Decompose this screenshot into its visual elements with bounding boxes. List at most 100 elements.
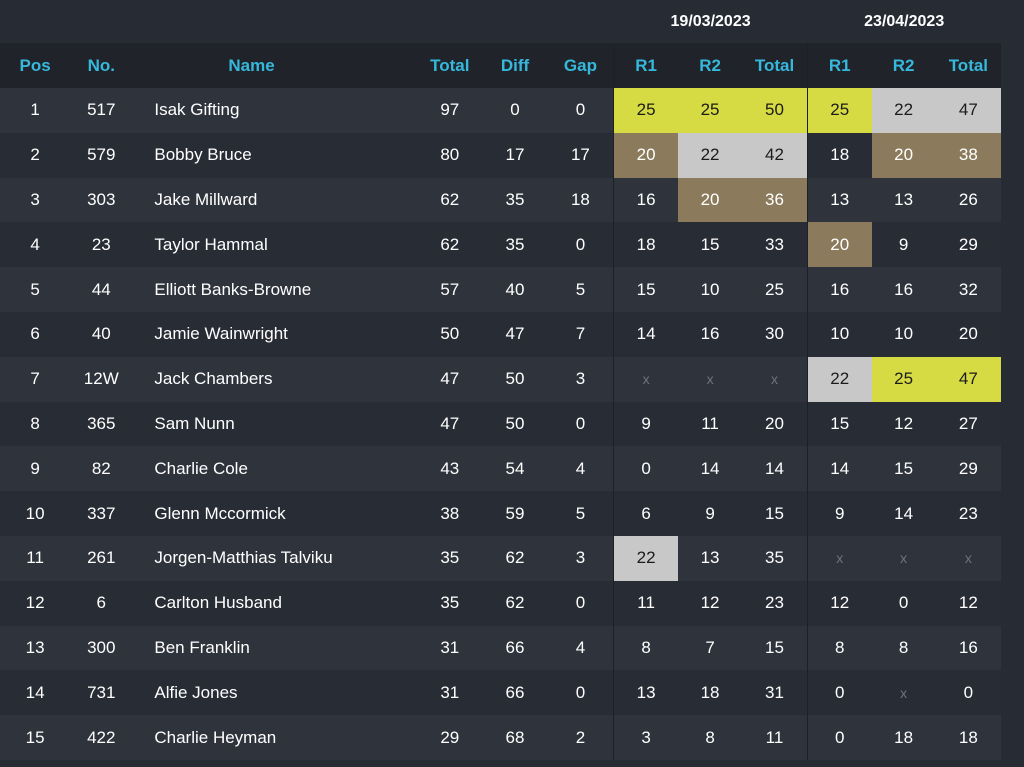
cell-rider-name[interactable]: Jake Millward (132, 177, 418, 223)
cell-rider-name[interactable]: Bobby Bruce (132, 132, 418, 178)
cell-rider-name[interactable]: Jack Chambers (132, 356, 418, 402)
cell-pos: 5 (0, 267, 71, 312)
cell-event2-r2: 16 (871, 267, 936, 312)
table-row[interactable]: 1 517 Isak Gifting 97 0 0 25 25 50 25 22 47 (0, 88, 1001, 133)
cell-event2-r1: 10 (806, 311, 872, 357)
cell-gap: 0 (547, 580, 614, 626)
cell-event1-total: 33 (742, 222, 808, 268)
col-header-diff[interactable]: Diff (482, 43, 548, 88)
event-date-1: 19/03/2023 (613, 0, 808, 43)
cell-rider-name[interactable]: Taylor Hammal (132, 222, 418, 268)
cell-gap: 17 (547, 132, 614, 178)
cell-event2-r2: 9 (871, 222, 936, 268)
cell-event2-total: 29 (935, 222, 1001, 268)
table-row[interactable]: 12 6 Carlton Husband 35 62 0 11 12 23 12 0 12 (0, 580, 1001, 626)
col-header-no[interactable]: No. (70, 43, 133, 88)
cell-event2-r1: x (806, 535, 872, 581)
cell-event1-total: 15 (742, 625, 808, 671)
cell-number: 261 (70, 535, 133, 581)
cell-number: 40 (70, 311, 133, 357)
cell-total: 31 (417, 670, 483, 716)
cell-event1-total: 23 (742, 580, 808, 626)
cell-rider-name[interactable]: Carlton Husband (132, 580, 418, 626)
cell-event2-total: 18 (935, 715, 1001, 760)
cell-gap: 5 (547, 491, 614, 536)
col-header-event2-r2[interactable]: R2 (871, 43, 936, 88)
cell-rider-name[interactable]: Charlie Cole (132, 446, 418, 492)
cell-event2-r1: 22 (806, 356, 872, 402)
cell-pos: 10 (0, 491, 71, 536)
cell-event2-r1: 9 (806, 491, 872, 536)
cell-event2-r2: 22 (871, 88, 936, 133)
cell-rider-name[interactable]: Jorgen-Matthias Talviku (132, 535, 418, 581)
cell-number: 300 (70, 625, 133, 671)
table-row[interactable]: 7 12W Jack Chambers 47 50 3 x x x 22 25 47 (0, 356, 1001, 402)
cell-event2-total: x (935, 535, 1001, 581)
right-margin (1001, 0, 1024, 767)
cell-pos: 15 (0, 715, 71, 760)
cell-gap: 18 (547, 177, 614, 223)
cell-rider-name[interactable]: Elliott Banks-Browne (132, 267, 418, 312)
cell-rider-name[interactable]: Glenn Mccormick (132, 491, 418, 536)
col-header-event2-total[interactable]: Total (935, 43, 1001, 88)
table-row[interactable]: 13 300 Ben Franklin 31 66 4 8 7 15 8 8 16 (0, 625, 1001, 671)
col-header-event1-r1[interactable]: R1 (613, 43, 678, 88)
col-header-event1-total[interactable]: Total (742, 43, 808, 88)
col-header-total[interactable]: Total (417, 43, 483, 88)
col-header-event1-r2[interactable]: R2 (677, 43, 743, 88)
table-row[interactable]: 4 23 Taylor Hammal 62 35 0 18 15 33 20 9 29 (0, 222, 1001, 268)
cell-event1-r2: 14 (677, 446, 743, 492)
cell-event2-r1: 14 (806, 446, 872, 492)
cell-pos: 12 (0, 580, 71, 626)
cell-diff: 0 (482, 88, 548, 133)
cell-event1-total: 30 (742, 311, 808, 357)
col-header-name[interactable]: Name (132, 43, 418, 88)
col-header-pos[interactable]: Pos (0, 43, 71, 88)
cell-event1-r2: 15 (677, 222, 743, 268)
cell-diff: 35 (482, 222, 548, 268)
cell-event2-total: 47 (935, 88, 1001, 133)
table-row[interactable]: 3 303 Jake Millward 62 35 18 16 20 36 13 13 26 (0, 177, 1001, 223)
cell-number: 6 (70, 580, 133, 626)
table-row[interactable]: 6 40 Jamie Wainwright 50 47 7 14 16 30 10 10 20 (0, 311, 1001, 357)
cell-event1-r2: 11 (677, 401, 743, 447)
cell-total: 47 (417, 401, 483, 447)
cell-event2-r2: 25 (871, 356, 936, 402)
cell-pos: 3 (0, 177, 71, 223)
cell-event1-r1: x (613, 356, 678, 402)
cell-rider-name[interactable]: Ben Franklin (132, 625, 418, 671)
cell-event1-r2: 9 (677, 491, 743, 536)
col-header-event2-r1[interactable]: R1 (806, 43, 872, 88)
cell-total: 80 (417, 132, 483, 178)
table-row[interactable]: 11 261 Jorgen-Matthias Talviku 35 62 3 22 13 35 x… (0, 535, 1001, 581)
table-row[interactable]: 9 82 Charlie Cole 43 54 4 0 14 14 14 15 29 (0, 446, 1001, 492)
cell-rider-name[interactable]: Alfie Jones (132, 670, 418, 716)
table-row[interactable]: 2 579 Bobby Bruce 80 17 17 20 22 42 18 20 38 (0, 132, 1001, 178)
cell-gap: 5 (547, 267, 614, 312)
table-row[interactable]: 8 365 Sam Nunn 47 50 0 9 11 20 15 12 27 (0, 401, 1001, 447)
cell-total: 29 (417, 715, 483, 760)
cell-event2-r2: 12 (871, 401, 936, 447)
cell-pos: 13 (0, 625, 71, 671)
cell-event1-r1: 0 (613, 446, 678, 492)
standings-table: 19/03/2023 23/04/2023 Pos No. Name Total… (0, 0, 1001, 760)
table-row[interactable]: 15 422 Charlie Heyman 29 68 2 3 8 11 0 18 18 (0, 715, 1001, 760)
cell-diff: 35 (482, 177, 548, 223)
table-row[interactable]: 14 731 Alfie Jones 31 66 0 13 18 31 0 x 0 (0, 670, 1001, 716)
cell-rider-name[interactable]: Isak Gifting (132, 88, 418, 133)
cell-rider-name[interactable]: Charlie Heyman (132, 715, 418, 760)
cell-diff: 59 (482, 491, 548, 536)
cell-gap: 0 (547, 670, 614, 716)
col-header-gap[interactable]: Gap (547, 43, 614, 88)
cell-event1-total: 20 (742, 401, 808, 447)
table-row[interactable]: 10 337 Glenn Mccormick 38 59 5 6 9 15 9 14 23 (0, 491, 1001, 536)
cell-event2-total: 29 (935, 446, 1001, 492)
table-row[interactable]: 5 44 Elliott Banks-Browne 57 40 5 15 10 25 16 16 32 (0, 267, 1001, 312)
cell-total: 31 (417, 625, 483, 671)
cell-event1-total: 15 (742, 491, 808, 536)
cell-event1-r2: 25 (677, 88, 743, 133)
cell-rider-name[interactable]: Sam Nunn (132, 401, 418, 447)
cell-diff: 54 (482, 446, 548, 492)
cell-rider-name[interactable]: Jamie Wainwright (132, 311, 418, 357)
cell-event1-r1: 3 (613, 715, 678, 760)
